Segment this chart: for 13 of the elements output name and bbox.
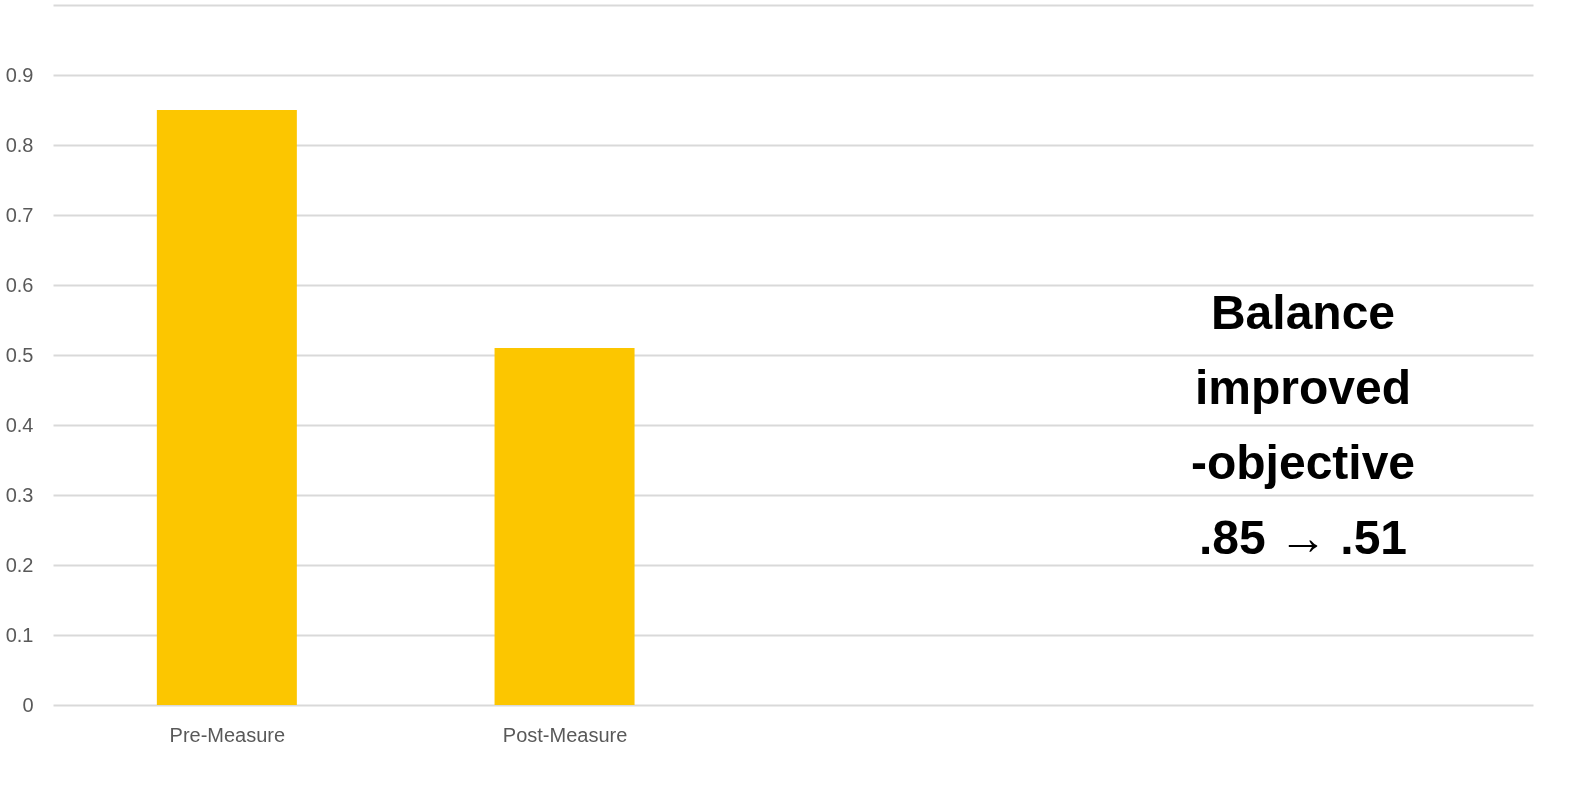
x-tick-label: Post-Measure — [502, 723, 628, 746]
x-tick-label: Pre-Measure — [169, 723, 286, 746]
y-tick-label: 0.9 — [5, 63, 34, 86]
y-tick-label: 0.1 — [5, 623, 34, 646]
y-tick-label: 0.3 — [5, 483, 34, 506]
text: Balance improved -objective .85 → .51 — [1190, 286, 1416, 564]
y-tick-label: 0 — [22, 693, 34, 716]
y-tick-label: 0.5 — [5, 343, 34, 366]
y-tick-label: 0.2 — [5, 553, 34, 576]
y-tick-label: 0.8 — [5, 133, 34, 156]
y-tick-label: 0.4 — [5, 413, 34, 436]
y-tick-label: 0.7 — [5, 203, 34, 226]
y-tick-label: 0.6 — [5, 273, 34, 296]
